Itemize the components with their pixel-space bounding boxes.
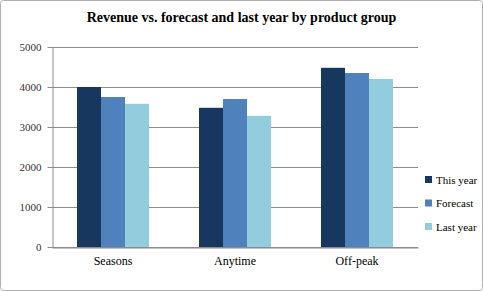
y-tick-mark bbox=[48, 47, 53, 48]
legend-swatch bbox=[425, 176, 432, 183]
legend-label: This year bbox=[436, 174, 478, 186]
chart-svg: Revenue vs. forecast and last year by pr… bbox=[0, 0, 483, 291]
bars bbox=[77, 68, 393, 247]
y-tick: 2000 bbox=[20, 161, 53, 173]
y-tick-label: 2000 bbox=[20, 161, 43, 173]
x-tick-label: Seasons bbox=[94, 254, 133, 268]
y-tick: 4000 bbox=[20, 81, 53, 93]
x-tick: Anytime bbox=[214, 254, 256, 268]
y-tick-mark bbox=[48, 207, 53, 208]
chart-container: Revenue vs. forecast and last year by pr… bbox=[0, 0, 483, 291]
y-tick-mark bbox=[48, 87, 53, 88]
y-tick-label: 4000 bbox=[20, 81, 43, 93]
grid-line bbox=[52, 47, 418, 48]
legend-label: Last year bbox=[436, 221, 477, 233]
y-tick: 1000 bbox=[20, 201, 53, 213]
y-tick-label: 0 bbox=[36, 241, 42, 253]
y-tick: 5000 bbox=[20, 41, 53, 53]
bar bbox=[223, 99, 247, 247]
x-tick: Seasons bbox=[94, 254, 133, 268]
bar bbox=[101, 97, 125, 247]
bar bbox=[199, 108, 223, 247]
bar bbox=[345, 73, 369, 247]
bar bbox=[369, 79, 393, 247]
bar bbox=[321, 68, 345, 247]
legend-swatch bbox=[425, 223, 432, 230]
x-tick-label: Anytime bbox=[214, 254, 256, 268]
y-tick-mark bbox=[48, 247, 53, 248]
x-tick: Off-peak bbox=[335, 254, 378, 268]
x-tick-label: Off-peak bbox=[335, 254, 378, 268]
legend-swatch bbox=[425, 200, 432, 207]
y-tick-label: 5000 bbox=[20, 41, 43, 53]
y-tick: 0 bbox=[36, 241, 53, 253]
legend: This year Forecast Last year bbox=[425, 174, 478, 233]
y-tick-mark bbox=[48, 127, 53, 128]
grid-line bbox=[52, 247, 418, 248]
grid bbox=[52, 48, 418, 248]
y-tick-label: 3000 bbox=[20, 121, 43, 133]
y-axis-line bbox=[53, 48, 54, 248]
bar bbox=[125, 104, 149, 247]
bar bbox=[247, 116, 271, 247]
x-axis-line bbox=[53, 248, 419, 249]
y-tick-mark bbox=[48, 167, 53, 168]
chart-title: Revenue vs. forecast and last year by pr… bbox=[87, 10, 397, 25]
y-tick: 3000 bbox=[20, 121, 53, 133]
y-tick-label: 1000 bbox=[20, 201, 43, 213]
bar bbox=[77, 87, 101, 247]
x-axis: Seasons Anytime Off-peak bbox=[53, 248, 419, 268]
legend-label: Forecast bbox=[436, 197, 473, 209]
y-axis: 0 1000 2000 3000 4000 5000 bbox=[20, 41, 54, 253]
chart-frame bbox=[1, 1, 483, 291]
